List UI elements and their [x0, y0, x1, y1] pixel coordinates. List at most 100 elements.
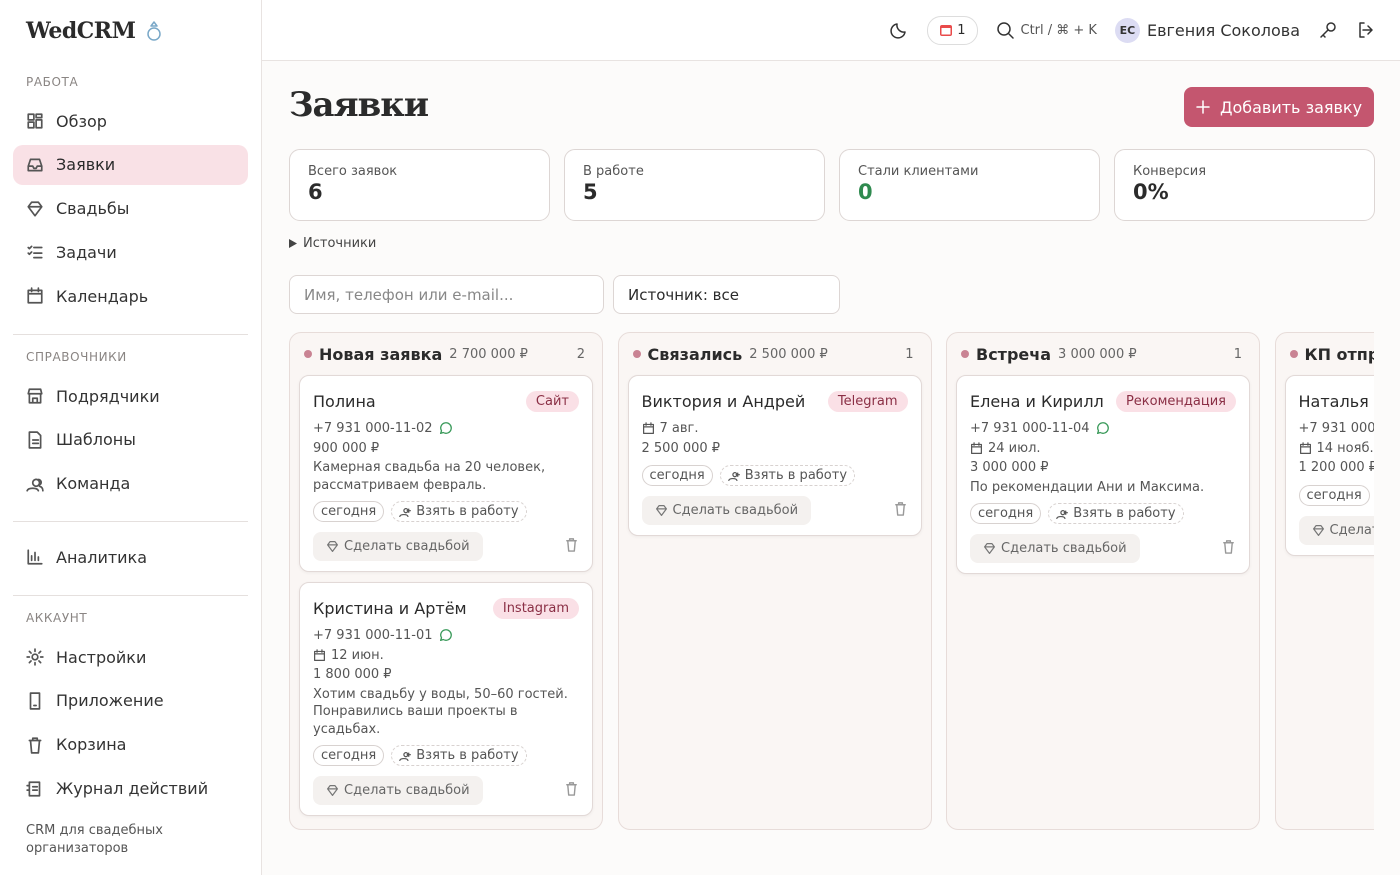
date-text: 24 июл.: [988, 440, 1041, 456]
card-header: Кристина и Артём Instagram: [313, 596, 579, 620]
nav-section-title: АККАУНТ: [26, 611, 88, 626]
lead-card[interactable]: Виктория и Андрей Telegram 7 авг. 2 500 000…: [627, 375, 922, 536]
make-wedding-button[interactable]: Сделать свадьбой: [313, 532, 483, 561]
add-button[interactable]: Добавить заявку: [1184, 87, 1374, 127]
nav-item[interactable]: Свадьбы: [13, 189, 248, 229]
date-chip: сегодня: [313, 745, 385, 766]
nav-item[interactable]: Команда: [13, 464, 248, 504]
chip-label: Взять в работу: [416, 748, 519, 763]
brand: WedCRM: [26, 18, 163, 44]
icon: [1056, 510, 1069, 519]
lead-card[interactable]: Полина Сайт +7 931 000-11-02 900 000 ₽ Камер…: [299, 375, 593, 572]
sources-toggle[interactable]: Источники: [289, 236, 376, 251]
sidebar: WedCRM РАБОТА Обзор Заявки Свадьбы Задачи Кал…: [0, 0, 262, 875]
budget: 1 200 000 ₽: [1298, 460, 1375, 475]
stat-label: Конверсия: [1133, 164, 1207, 179]
source-badge: Telegram: [827, 390, 908, 412]
card-actions: Сделать свадьбой: [970, 534, 1236, 563]
phone: +7 931 000-11-04: [970, 419, 1236, 439]
stat-value: 6: [308, 180, 323, 204]
nav-section: АККАУНТ Настройки Приложение Корзина Журнал …: [13, 611, 248, 812]
chip-label: сегодня: [321, 748, 377, 763]
take-button[interactable]: Взять в работу: [391, 745, 527, 766]
delete-button[interactable]: [1221, 539, 1236, 558]
make-wedding-button[interactable]: Сделать свадьбой: [313, 776, 483, 805]
date: 7 авг.: [642, 419, 908, 439]
date-chip: сегодня: [1298, 484, 1370, 506]
chip-label: сегодня: [321, 504, 377, 519]
note: По рекомендации Ани и Максима.: [970, 479, 1205, 495]
nav-item[interactable]: Приложение: [13, 681, 248, 721]
delete-button[interactable]: [893, 501, 908, 520]
note: Хотим свадьбу у воды, 50–60 гостей. Понр…: [313, 686, 568, 737]
nav-item[interactable]: Обзор: [13, 101, 248, 141]
whatsapp-icon[interactable]: [438, 421, 452, 436]
take-button[interactable]: Взять в работу: [391, 501, 527, 522]
column-count: 2: [576, 346, 585, 362]
whatsapp-icon[interactable]: [438, 628, 452, 643]
stat-value: 5: [583, 180, 598, 204]
take-button[interactable]: Взять в работу: [719, 465, 856, 486]
search-input[interactable]: Имя, телефон или e-mail...: [289, 275, 604, 314]
nav-item[interactable]: Настройки: [13, 637, 248, 677]
make-wedding-button[interactable]: Сделать свадьбой: [641, 496, 812, 525]
phone-number: +7 931 000-11-02: [313, 421, 433, 436]
nav-item[interactable]: Задачи: [13, 232, 248, 272]
icon: [984, 543, 995, 554]
nav-item-label: Задачи: [56, 242, 117, 262]
icon: [27, 245, 43, 259]
lead-card[interactable]: Наталья и +7 931 000- 14 нояб. 1 200 000 ₽ с…: [1284, 375, 1375, 556]
make-wedding-button[interactable]: Сделать свадьбой: [1298, 515, 1374, 545]
icon: [314, 648, 325, 661]
lead-card[interactable]: Елена и Кирилл Рекомендация +7 931 000-11-…: [956, 375, 1250, 574]
nav-item[interactable]: Шаблоны: [13, 420, 248, 460]
events-badge[interactable]: 1: [927, 15, 978, 45]
icon: [1299, 441, 1311, 454]
delete-button[interactable]: [564, 537, 579, 556]
column-count: 1: [1233, 346, 1242, 362]
nav-item[interactable]: Аналитика: [13, 537, 248, 577]
status-dot: [961, 350, 969, 358]
icon: [642, 422, 654, 435]
logout-button[interactable]: [1356, 20, 1376, 40]
whatsapp-icon[interactable]: [1095, 421, 1109, 436]
nav-item[interactable]: Календарь: [13, 276, 248, 316]
nav-item[interactable]: Подрядчики: [13, 376, 248, 416]
search-placeholder: Имя, телефон или e-mail...: [304, 285, 514, 304]
key-button[interactable]: [1318, 20, 1338, 40]
theme-toggle[interactable]: [889, 20, 909, 40]
delete-button[interactable]: [564, 781, 579, 800]
nav-separator: [13, 334, 248, 335]
icon: [28, 737, 42, 754]
take-button[interactable]: Взять в работу: [1048, 503, 1184, 524]
phone-number: +7 931 000-: [1298, 421, 1375, 436]
nav-item[interactable]: Журнал действий: [13, 769, 248, 809]
chips: сегодня: [1298, 484, 1375, 506]
lead-name: Елена и Кирилл: [970, 391, 1104, 411]
make-wedding-button[interactable]: Сделать свадьбой: [970, 534, 1140, 563]
nav-item-label: Свадьбы: [56, 199, 130, 219]
chips: сегодня Взять в работу: [313, 745, 579, 766]
icon: [26, 648, 44, 666]
lead-card[interactable]: Кристина и Артём Instagram +7 931 000-11-0…: [299, 582, 593, 816]
date-chip: сегодня: [641, 465, 713, 486]
nav-item[interactable]: Заявки: [13, 144, 248, 185]
column-total: 3 000 000 ₽: [1058, 346, 1137, 362]
lead-name: Виктория и Андрей: [641, 391, 806, 411]
nav-item[interactable]: Корзина: [13, 725, 248, 765]
column-header: КП отправлено: [1285, 333, 1374, 375]
icon: [29, 692, 41, 710]
nav-item-label: Приложение: [56, 691, 164, 711]
user[interactable]: ЕС Евгения Соколова: [1114, 17, 1300, 43]
icon: [327, 785, 338, 796]
icon: [971, 441, 982, 454]
search-shortcut[interactable]: Ctrl / ⌘ + K: [996, 21, 1097, 39]
source-select[interactable]: Источник: все: [613, 275, 840, 314]
make-wedding-label: Сделать свадьбой: [1001, 541, 1127, 556]
budget: 1 800 000 ₽: [313, 667, 392, 682]
avatar: ЕС: [1114, 17, 1140, 43]
icon: [894, 502, 906, 516]
source-select-label: Источник: все: [628, 285, 739, 304]
card-header: Полина Сайт: [313, 389, 579, 413]
